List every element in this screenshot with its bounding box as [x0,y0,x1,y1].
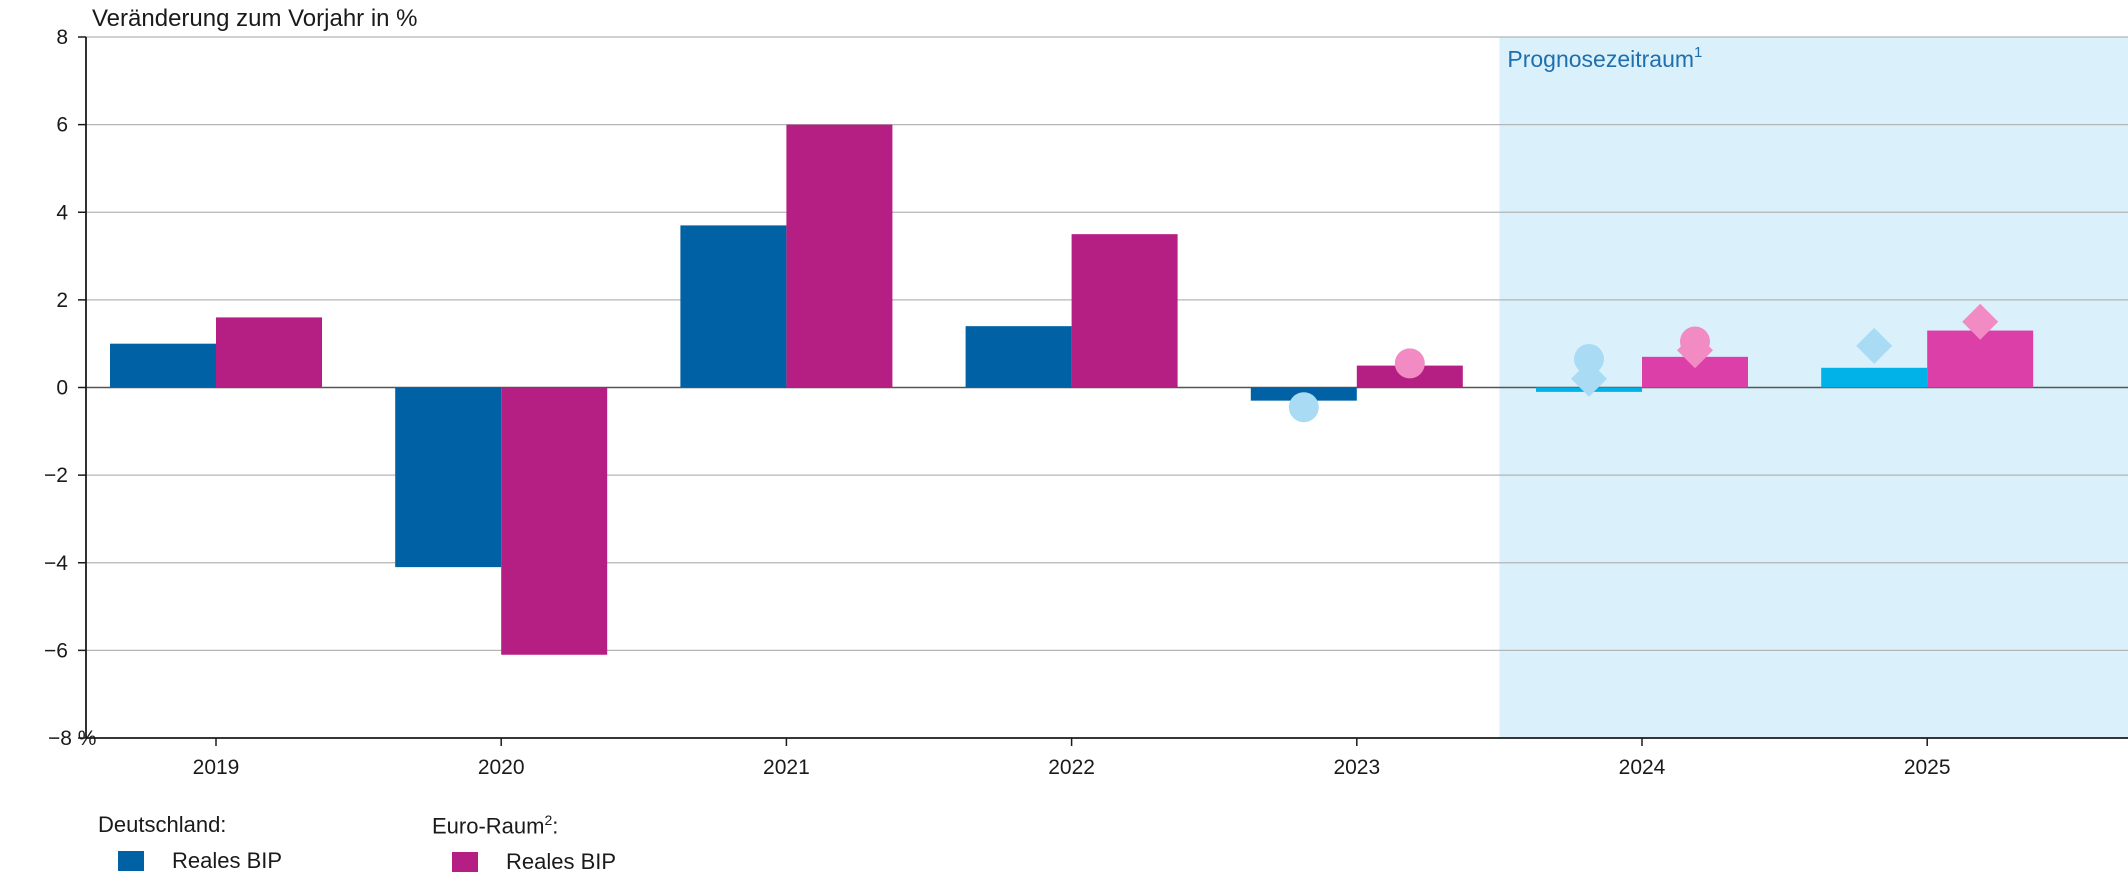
marker-diamond-deutschland-2025 [1856,327,1893,364]
marker-diamond-euro-raum-2025 [1962,303,1999,340]
y-tick-label: 8 [56,26,68,49]
legend-swatch-deutschland [118,851,144,871]
legend-swatch-euro-raum [452,852,478,873]
y-tick-label: −4 [44,552,68,575]
x-tick-label-2023: 2023 [1333,756,1380,779]
marker-circle-euro-raum-2023 [1394,348,1425,379]
x-tick-label-2025: 2025 [1904,756,1951,779]
x-tick-label-2022: 2022 [1048,756,1095,779]
legend-label-euro-raum: Reales BIP [506,849,617,875]
x-tick-label-2021: 2021 [763,756,810,779]
bar-deutschland-2025 [1821,367,1928,388]
y-axis-title: Veränderung zum Vorjahr in % [92,5,418,32]
bar-deutschland-2022 [965,326,1072,388]
forecast-footnote: 1 [1694,44,1702,61]
marker-circle-deutschland-2024 [1574,344,1604,375]
legend-item-euro-raum-bip: Reales BIP [432,849,616,875]
bar-euro-raum-2022 [1071,234,1178,388]
y-tick-label: −2 [44,464,68,487]
legend-euro-raum: Euro-Raum2: Reales BIP [432,812,616,875]
bar-euro-raum-2025 [1927,330,2034,388]
legend-item-deutschland-bip: Reales BIP [98,848,282,874]
x-tick-label-2024: 2024 [1619,756,1666,779]
y-tick-label: 2 [56,289,68,312]
bar-euro-raum-2019 [216,317,322,388]
legend-deutschland: Deutschland: Reales BIP [98,812,282,874]
bar-euro-raum-2021 [786,124,893,388]
bar-euro-raum-2020 [501,387,608,655]
marker-diamond-euro-raum-2024 [1677,332,1713,369]
legend-heading-euro-raum: Euro-Raum2: [432,812,559,839]
marker-diamond-deutschland-2024 [1571,360,1607,397]
y-tick-label: −8 % [48,727,96,750]
legend-label-deutschland: Reales BIP [172,848,283,873]
y-tick-label: −6 [44,639,68,662]
y-tick-label: 4 [56,201,68,224]
y-tick-label: 6 [56,114,68,137]
forecast-label: Prognosezeitraum1 [1507,44,1702,72]
legend-heading-deutschland: Deutschland: [98,812,227,837]
x-tick-label-2019: 2019 [193,756,240,779]
bar-deutschland-2021 [680,225,787,388]
bar-deutschland-2019 [110,343,216,388]
x-tick-label-2020: 2020 [478,756,525,779]
bar-deutschland-2020 [395,387,502,568]
y-tick-label: 0 [56,377,68,400]
marker-circle-deutschland-2023 [1288,392,1319,423]
